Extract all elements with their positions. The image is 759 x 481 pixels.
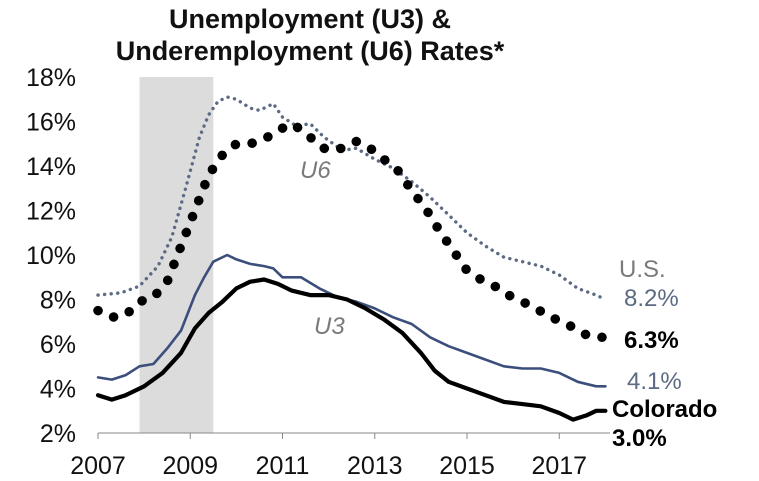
x-tick-label: 2009 — [162, 452, 218, 480]
x-axis-ticks: 2007 2009 2011 2013 2015 2017 — [70, 433, 587, 480]
us-u6-value-label: 8.2% — [624, 285, 679, 312]
y-axis-ticks: 2% 4% 6% 8% 10% 12% 14% 16% 18% — [26, 64, 76, 448]
us-label: U.S. — [619, 256, 666, 283]
y-tick-label: 16% — [26, 109, 76, 137]
y-tick-label: 6% — [40, 331, 76, 359]
series-line-u-s-u3 — [96, 253, 607, 388]
x-tick-label: 2017 — [531, 452, 587, 480]
y-tick-label: 12% — [26, 198, 76, 226]
chart-title: Unemployment (U3) & — [168, 4, 452, 34]
y-tick-label: 18% — [26, 64, 76, 92]
x-tick-label: 2011 — [256, 452, 310, 480]
colorado-u3-value-label: 3.0% — [612, 425, 667, 452]
chart-subtitle: Underemployment (U6) Rates* — [115, 36, 505, 66]
series-layer — [93, 95, 611, 422]
us-u3-value-label: 4.1% — [627, 368, 682, 395]
y-tick-label: 14% — [26, 153, 76, 181]
colorado-label: Colorado — [612, 396, 717, 423]
u3-label: U3 — [314, 313, 345, 340]
x-tick-label: 2007 — [70, 452, 126, 480]
y-tick-label: 8% — [40, 287, 76, 315]
x-tick-label: 2015 — [439, 452, 495, 480]
y-tick-label: 10% — [26, 242, 76, 270]
x-tick-label: 2013 — [347, 452, 403, 480]
colorado-u6-value-label: 6.3% — [624, 327, 679, 354]
u6-label: U6 — [300, 157, 331, 184]
y-tick-label: 4% — [40, 376, 76, 404]
recession-shading — [139, 77, 214, 433]
series-line-u-s-u6 — [96, 95, 608, 302]
y-tick-label: 2% — [40, 420, 76, 448]
annotations: U6 U3 U.S. 8.2% 6.3% 4.1% Colorado 3.0% — [300, 157, 717, 452]
series-line-colorado-u3 — [95, 277, 608, 422]
